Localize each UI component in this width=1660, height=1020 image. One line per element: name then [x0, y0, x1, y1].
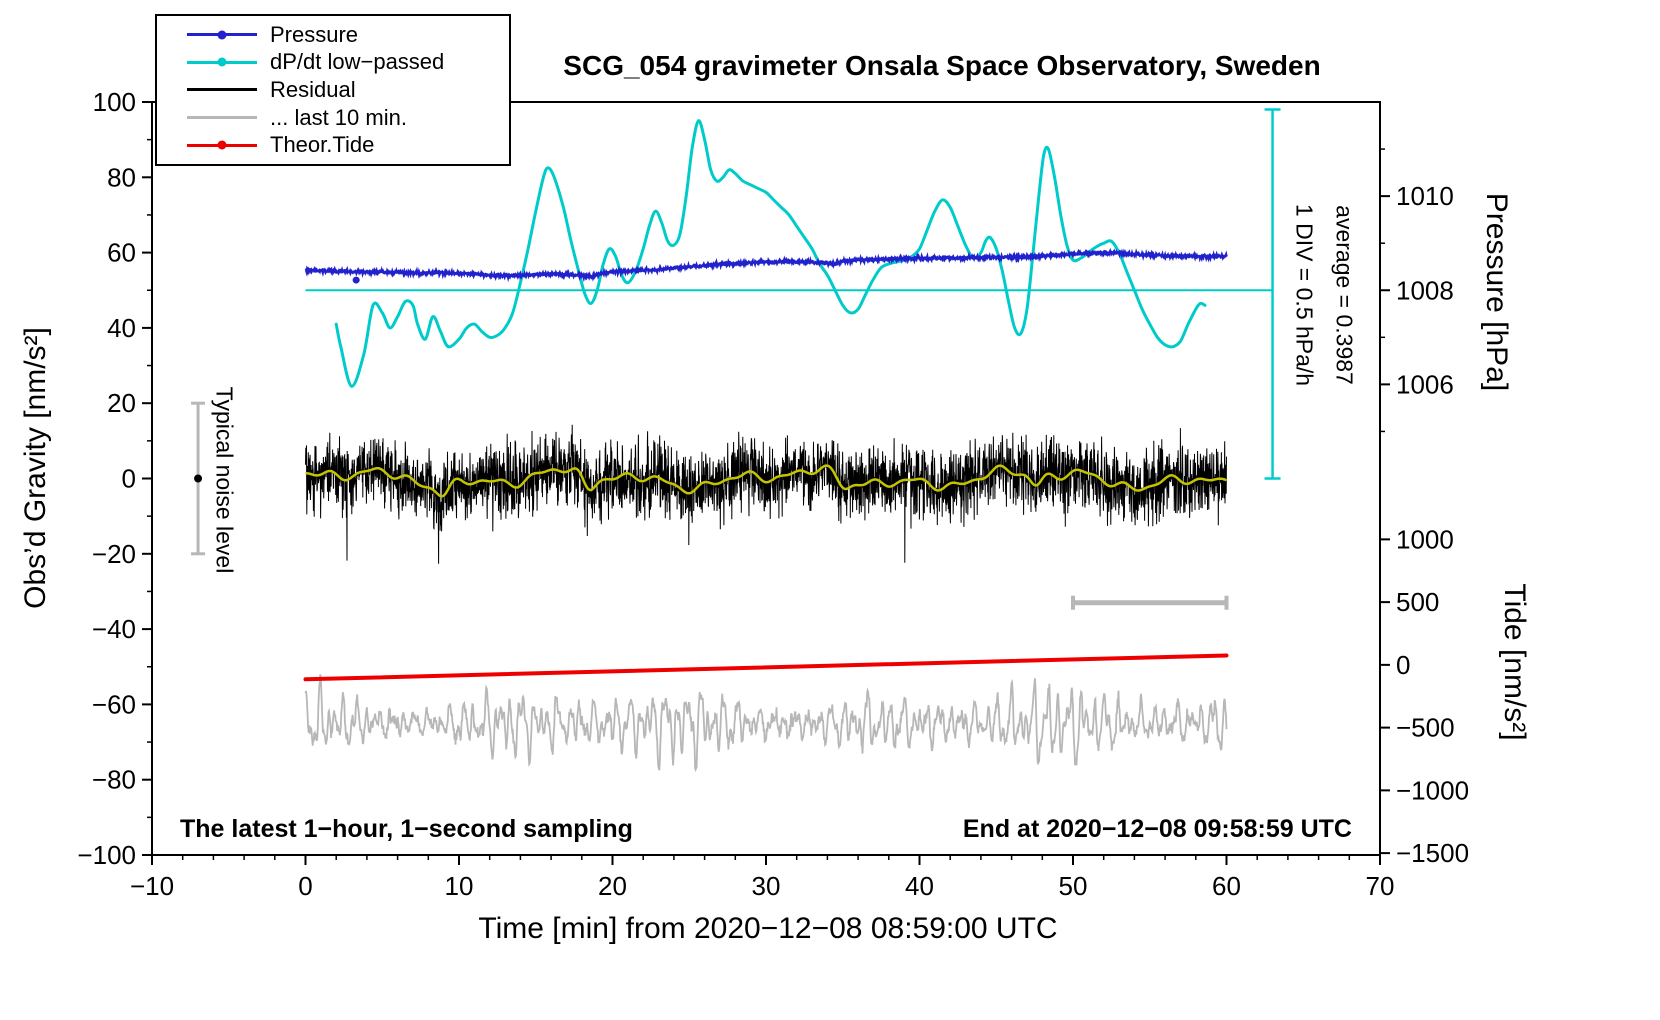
- pressure-outlier-dot: [352, 276, 360, 284]
- average-annotation: average = 0.3987: [1331, 205, 1358, 385]
- noise-level-dot: [194, 474, 203, 483]
- x-tick-label: 20: [598, 871, 627, 901]
- legend-sample-icon: [187, 28, 257, 42]
- legend-dot-icon: [217, 57, 227, 67]
- y-tick-label: 60: [107, 238, 136, 268]
- y-axis-label-tide: Tide [nm/s²]: [1498, 583, 1531, 741]
- legend-item: ... last 10 min.: [187, 104, 509, 132]
- legend-line-icon: [187, 88, 257, 92]
- x-tick-label: 30: [752, 871, 781, 901]
- x-axis-label: Time [min] from 2020−12−08 08:59:00 UTC: [478, 912, 1058, 945]
- y-axis-label-pressure: Pressure [hPa]: [1480, 192, 1513, 392]
- legend-item: Theor.Tide: [187, 131, 509, 159]
- x-tick-label: 50: [1059, 871, 1088, 901]
- tide-tick-label: −500: [1396, 713, 1455, 743]
- pressure-tick-label: 1010: [1396, 181, 1454, 211]
- x-tick-label: 60: [1212, 871, 1241, 901]
- legend-label: Pressure: [270, 21, 359, 47]
- y-tick-label: 100: [93, 87, 136, 117]
- tide-tick-label: 0: [1396, 650, 1410, 680]
- tide-tick-label: 500: [1396, 587, 1439, 617]
- tide-tick-label: 1000: [1396, 524, 1454, 554]
- legend: Pressure dP/dt low−passed Residual... last…: [155, 14, 511, 166]
- y-tick-label: −20: [92, 539, 136, 569]
- legend-label: Residual: [270, 76, 356, 102]
- x-tick-label: 40: [905, 871, 934, 901]
- legend-item: Residual: [187, 76, 509, 104]
- legend-line-icon: [187, 116, 257, 120]
- end-time-note: End at 2020−12−08 09:58:59 UTC: [962, 815, 1352, 843]
- x-tick-label: −10: [130, 871, 174, 901]
- sampling-note: The latest 1−hour, 1−second sampling: [180, 815, 633, 843]
- legend-label: ... last 10 min.: [270, 104, 407, 130]
- legend-label: dP/dt low−passed: [270, 49, 445, 75]
- noise-level-annotation: Typical noise level: [211, 386, 238, 574]
- y-tick-label: −40: [92, 614, 136, 644]
- x-tick-label: 70: [1366, 871, 1395, 901]
- dpdt-lowpassed-series: [334, 119, 1207, 388]
- theor-tide-series: [303, 653, 1229, 682]
- div-scale-annotation: 1 DIV = 0.5 hPa/h: [1291, 203, 1318, 387]
- pressure-tick-label: 1008: [1396, 275, 1454, 305]
- legend-sample-icon: [187, 111, 257, 125]
- legend-rows: Pressure dP/dt low−passed Residual... last…: [187, 21, 509, 159]
- y-tick-label: 40: [107, 313, 136, 343]
- legend-sample-icon: [187, 55, 257, 69]
- legend-item: dP/dt low−passed: [187, 49, 509, 77]
- legend-item: Pressure: [187, 21, 509, 49]
- y-tick-label: −80: [92, 765, 136, 795]
- legend-sample-icon: [187, 83, 257, 97]
- last10min-series: [304, 674, 1228, 773]
- y-axis-label-gravity: Obs’d Gravity [nm/s²]: [19, 327, 52, 609]
- legend-dot-icon: [217, 140, 227, 150]
- x-tick-label: 10: [445, 871, 474, 901]
- pressure-series: [304, 247, 1228, 283]
- pressure-tick-label: 1006: [1396, 369, 1454, 399]
- legend-sample-icon: [187, 138, 257, 152]
- x-tick-label: 0: [298, 871, 312, 901]
- y-tick-label: 0: [122, 464, 136, 494]
- legend-label: Theor.Tide: [270, 132, 375, 158]
- legend-dot-icon: [217, 30, 227, 40]
- residual-series: [305, 424, 1227, 564]
- y-tick-label: −100: [77, 840, 136, 870]
- chart-title: SCG_054 gravimeter Onsala Space Observat…: [563, 50, 1321, 81]
- tide-tick-label: −1500: [1396, 838, 1469, 868]
- y-tick-label: 20: [107, 388, 136, 418]
- residual-smoothed-series: [305, 464, 1227, 498]
- tide-tick-label: −1000: [1396, 775, 1469, 805]
- y-tick-label: −60: [92, 689, 136, 719]
- y-tick-label: 80: [107, 162, 136, 192]
